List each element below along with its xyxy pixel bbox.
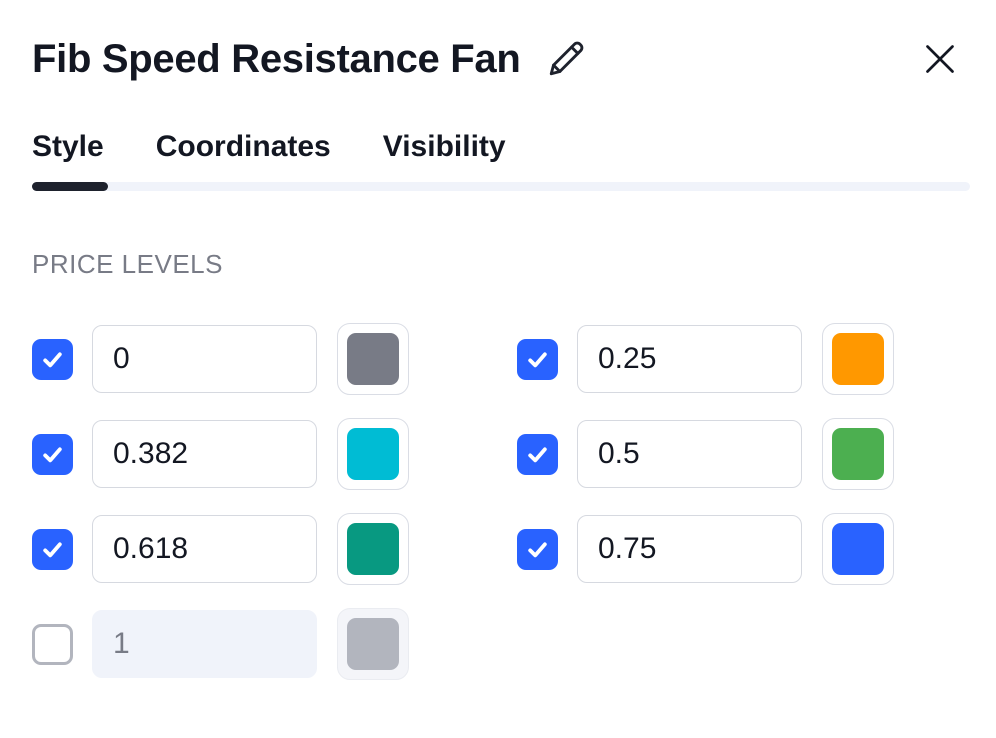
level-color-swatch — [832, 428, 884, 480]
price-levels-grid — [32, 323, 970, 680]
level-checkbox[interactable] — [32, 338, 73, 380]
level-checkbox[interactable] — [517, 433, 558, 475]
price-level-row — [32, 513, 409, 585]
level-value-input[interactable] — [577, 420, 802, 488]
dialog-title: Fib Speed Resistance Fan — [32, 36, 521, 81]
level-value-input[interactable] — [577, 515, 802, 583]
price-levels-section-label: PRICE LEVELS — [32, 249, 223, 279]
close-button[interactable] — [920, 39, 960, 79]
price-level-row — [32, 608, 409, 680]
level-color-swatch — [347, 333, 399, 385]
level-color-button[interactable] — [822, 323, 894, 395]
level-color-button[interactable] — [337, 608, 409, 680]
level-checkbox[interactable] — [32, 433, 73, 475]
level-color-swatch — [832, 523, 884, 575]
level-color-swatch — [347, 428, 399, 480]
close-icon — [926, 45, 954, 73]
level-checkbox[interactable] — [32, 528, 73, 570]
level-value-input[interactable] — [92, 610, 317, 678]
tabs: Style Coordinates Visibility — [32, 130, 970, 191]
level-checkbox[interactable] — [517, 338, 558, 380]
level-checkbox[interactable] — [32, 623, 73, 665]
price-level-row — [32, 323, 409, 395]
level-color-button[interactable] — [337, 418, 409, 490]
active-tab-indicator — [32, 182, 108, 191]
level-color-button[interactable] — [337, 513, 409, 585]
price-level-row — [517, 323, 894, 395]
checkmark-icon — [43, 446, 62, 462]
level-value-input[interactable] — [92, 515, 317, 583]
level-value-input[interactable] — [577, 325, 802, 393]
tab-track — [32, 182, 970, 191]
checkmark-icon — [528, 351, 547, 367]
edit-title-button[interactable] — [543, 36, 589, 82]
tab-visibility[interactable]: Visibility — [382, 130, 506, 163]
level-value-input[interactable] — [92, 420, 317, 488]
pencil-icon — [549, 41, 583, 76]
checkmark-icon — [43, 351, 62, 367]
level-value-input[interactable] — [92, 325, 317, 393]
checkmark-icon — [528, 446, 547, 462]
price-level-row — [32, 418, 409, 490]
price-level-row — [517, 513, 894, 585]
tab-bar: Style Coordinates Visibility — [32, 130, 970, 164]
level-color-swatch — [347, 523, 399, 575]
checkmark-icon — [43, 541, 62, 557]
level-color-button[interactable] — [822, 418, 894, 490]
tab-style[interactable]: Style — [32, 130, 104, 163]
level-color-button[interactable] — [822, 513, 894, 585]
tab-coordinates[interactable]: Coordinates — [155, 130, 331, 163]
checkmark-icon — [528, 541, 547, 557]
dialog-header: Fib Speed Resistance Fan — [32, 36, 970, 82]
level-color-button[interactable] — [337, 323, 409, 395]
level-color-swatch — [347, 618, 399, 670]
price-level-row — [517, 418, 894, 490]
level-checkbox[interactable] — [517, 528, 558, 570]
level-color-swatch — [832, 333, 884, 385]
